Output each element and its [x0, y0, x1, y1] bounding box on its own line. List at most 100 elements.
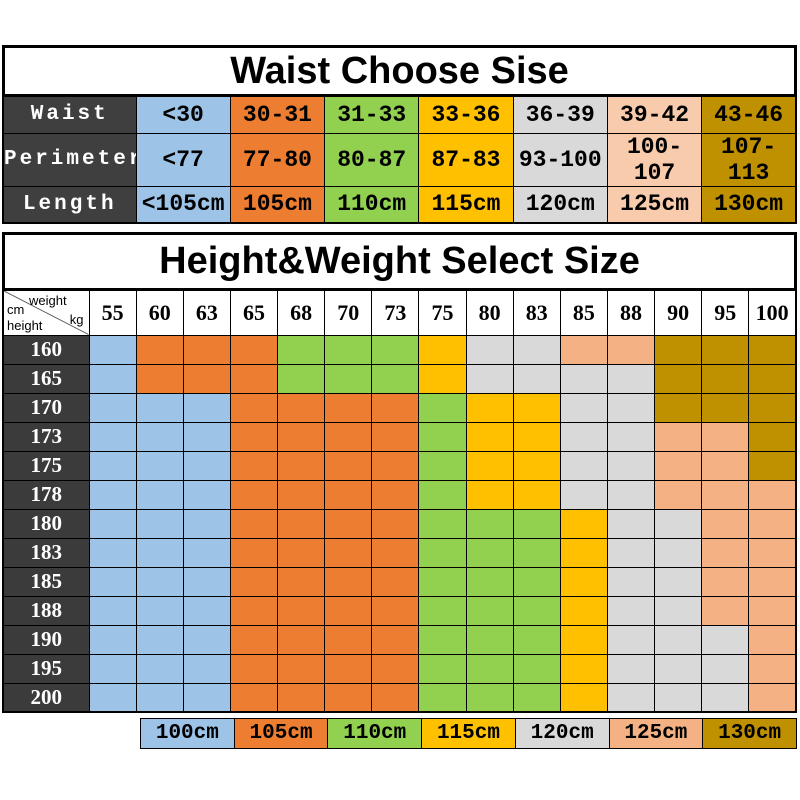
weight-col-header: 73	[371, 289, 420, 336]
size-cell-120cm	[606, 682, 656, 713]
waist-size-section: Waist Choose Sise Waist <30 30-31 31-33 33-3…	[2, 45, 797, 224]
height-row-header: 173	[2, 421, 90, 452]
size-cell-125cm	[653, 421, 703, 452]
size-cell-125cm	[748, 537, 797, 568]
size-cell-130cm	[748, 392, 797, 423]
size-cell-110cm	[324, 363, 373, 394]
size-cell-110cm	[512, 624, 561, 655]
size-cell-105cm	[135, 363, 184, 394]
weight-col-header: 55	[88, 289, 137, 336]
legend-item: 105cm	[233, 718, 329, 749]
height-row-header: 160	[2, 334, 90, 365]
height-row-header: 200	[2, 682, 90, 713]
waist-value-cell: 100-107	[606, 132, 703, 187]
size-cell-105cm	[276, 508, 326, 539]
size-cell-100cm	[88, 392, 137, 423]
size-cell-105cm	[371, 537, 420, 568]
size-cell-105cm	[229, 682, 279, 713]
size-cell-105cm	[276, 624, 326, 655]
size-cell-120cm	[606, 479, 656, 510]
size-cell-105cm	[182, 334, 231, 365]
size-cell-105cm	[324, 653, 373, 684]
waist-size-table: Waist <30 30-31 31-33 33-36 36-39 39-42 43-46 Pe…	[2, 95, 797, 224]
size-cell-120cm	[559, 450, 608, 481]
size-cell-125cm	[748, 595, 797, 626]
size-cell-105cm	[135, 334, 184, 365]
weight-col-header: 63	[182, 289, 231, 336]
weight-col-header: 100	[748, 289, 797, 336]
size-cell-115cm	[559, 624, 608, 655]
size-cell-105cm	[229, 334, 279, 365]
waist-row-header: Waist	[2, 95, 137, 134]
height-row-header: 188	[2, 595, 90, 626]
size-cell-120cm	[653, 508, 703, 539]
size-cell-100cm	[182, 421, 231, 452]
size-cell-110cm	[371, 363, 420, 394]
corner-label-height: height	[7, 318, 43, 333]
size-cell-105cm	[276, 392, 326, 423]
size-cell-100cm	[182, 508, 231, 539]
size-cell-130cm	[748, 421, 797, 452]
size-cell-125cm	[701, 595, 750, 626]
size-cell-105cm	[229, 595, 279, 626]
size-cell-100cm	[182, 479, 231, 510]
matrix-row: 195	[2, 653, 797, 684]
size-cell-130cm	[701, 334, 750, 365]
size-cell-120cm	[559, 363, 608, 394]
size-cell-120cm	[606, 537, 656, 568]
size-cell-100cm	[182, 392, 231, 423]
waist-value-cell: 87-83	[418, 132, 514, 187]
size-cell-125cm	[701, 479, 750, 510]
size-cell-120cm	[465, 334, 514, 365]
waist-value-cell: 30-31	[229, 95, 326, 134]
size-cell-110cm	[465, 682, 514, 713]
weight-col-header: 88	[606, 289, 656, 336]
matrix-row: 180	[2, 508, 797, 539]
size-cell-130cm	[748, 363, 797, 394]
size-cell-105cm	[324, 479, 373, 510]
size-cell-120cm	[606, 392, 656, 423]
matrix-row: 188	[2, 595, 797, 626]
size-cell-125cm	[748, 566, 797, 597]
size-cell-110cm	[418, 479, 467, 510]
height-row-header: 190	[2, 624, 90, 655]
size-cell-110cm	[465, 566, 514, 597]
matrix-table-title: Height&Weight Select Size	[2, 232, 797, 291]
size-cell-110cm	[512, 537, 561, 568]
size-cell-105cm	[371, 624, 420, 655]
size-cell-105cm	[324, 392, 373, 423]
size-cell-120cm	[559, 421, 608, 452]
size-cell-120cm	[559, 392, 608, 423]
size-cell-105cm	[229, 653, 279, 684]
size-cell-100cm	[182, 682, 231, 713]
size-cell-105cm	[371, 450, 420, 481]
waist-table-row: Perimeter <77 77-80 80-87 87-83 93-100 100-107…	[2, 132, 797, 187]
waist-value-cell: 115cm	[418, 185, 514, 224]
waist-table-title: Waist Choose Sise	[2, 45, 797, 97]
waist-value-cell: 107-113	[701, 132, 797, 187]
size-cell-105cm	[229, 566, 279, 597]
size-cell-120cm	[606, 653, 656, 684]
waist-value-cell: <105cm	[135, 185, 231, 224]
size-cell-115cm	[418, 363, 467, 394]
size-cell-110cm	[512, 653, 561, 684]
size-cell-125cm	[653, 479, 703, 510]
size-cell-130cm	[653, 392, 703, 423]
matrix-row: 185	[2, 566, 797, 597]
corner-axis-cell: cm weight height kg	[2, 289, 90, 336]
size-cell-120cm	[559, 479, 608, 510]
weight-col-header: 68	[276, 289, 326, 336]
size-cell-125cm	[748, 682, 797, 713]
size-cell-105cm	[371, 566, 420, 597]
size-cell-110cm	[276, 334, 326, 365]
height-row-header: 183	[2, 537, 90, 568]
weight-col-header: 60	[135, 289, 184, 336]
size-cell-105cm	[371, 421, 420, 452]
size-cell-100cm	[135, 392, 184, 423]
corner-label-kg: kg	[69, 312, 84, 327]
size-cell-105cm	[276, 537, 326, 568]
size-cell-105cm	[276, 450, 326, 481]
size-cell-110cm	[465, 508, 514, 539]
size-cell-100cm	[135, 653, 184, 684]
size-cell-105cm	[371, 508, 420, 539]
